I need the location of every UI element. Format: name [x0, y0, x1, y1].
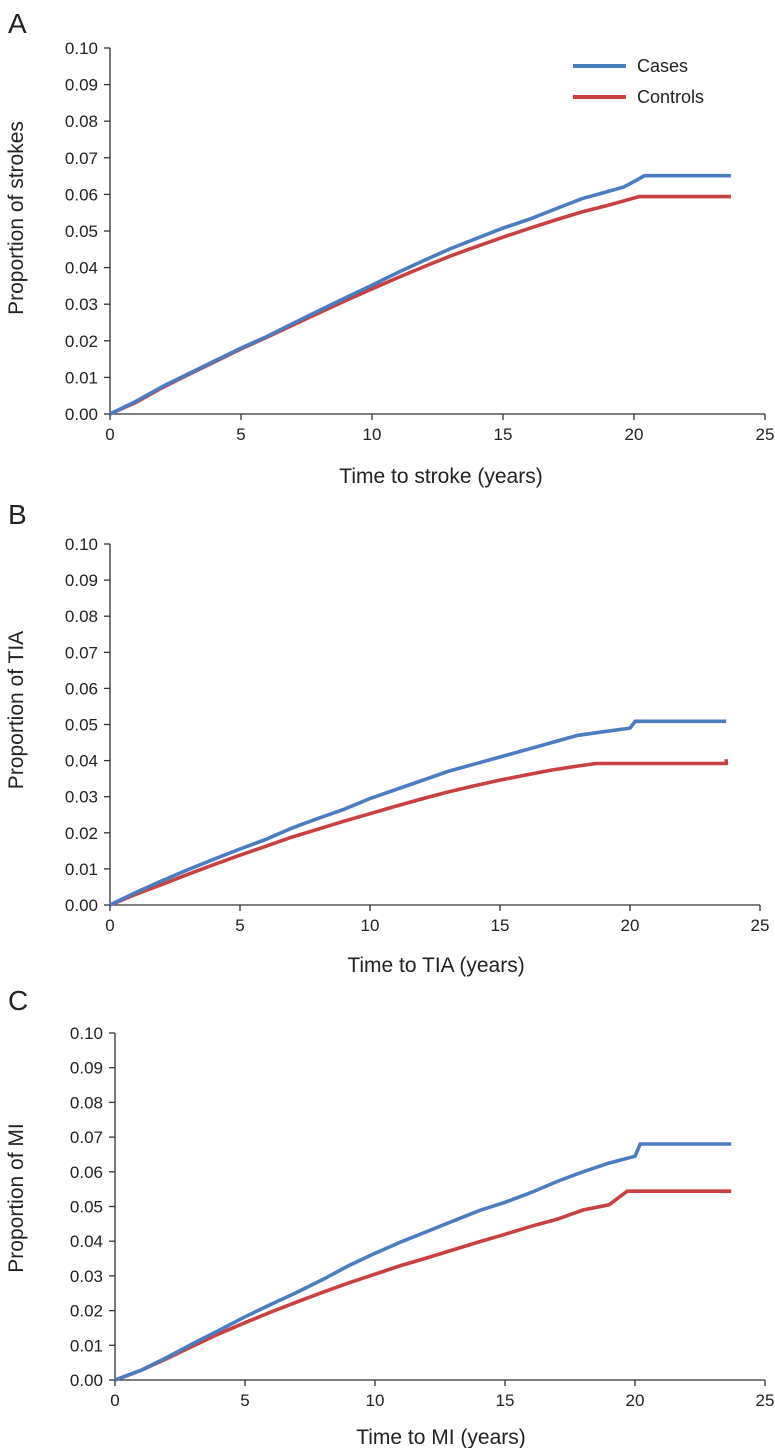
panel-b-x-tick-label: 10 [361, 916, 380, 935]
panel-c-x-tick-label: 10 [366, 1391, 385, 1410]
panel-a-x-tick-label: 0 [105, 425, 114, 444]
panel-c-x-tick-label: 25 [756, 1391, 775, 1410]
panel-b-x-tick-label: 15 [491, 916, 510, 935]
panel-b-y-tick-label: 0.07 [65, 643, 98, 662]
panel-c: C 0.000.010.020.030.040.050.060.070.080.… [5, 985, 774, 1448]
panel-c-y-tick-label: 0.03 [70, 1267, 103, 1286]
panel-b-y-tick-label: 0.10 [65, 535, 98, 554]
panel-c-y-tick-label: 0.06 [70, 1163, 103, 1182]
panel-a-y-tick-label: 0.05 [65, 222, 98, 241]
panel-c-y-tick-label: 0.02 [70, 1302, 103, 1321]
panel-b-x-axis-label: Time to TIA (years) [347, 954, 524, 977]
panel-a-y-tick-label: 0.06 [65, 185, 98, 204]
panel-c-y-tick-label: 0.04 [70, 1232, 103, 1251]
panel-b-y-tick-label: 0.02 [65, 824, 98, 843]
panel-c-series [114, 1142, 732, 1382]
panel-a-y-tick-label: 0.07 [65, 149, 98, 168]
panel-b-y-tick-label: 0.08 [65, 607, 98, 626]
panel-a-x-tick-label: 10 [363, 425, 382, 444]
panel-c-y-tick-label: 0.07 [70, 1128, 103, 1147]
legend-label-controls: Controls [637, 87, 704, 107]
panel-a-x-tick-label: 25 [756, 425, 775, 444]
legend: Cases Controls [573, 56, 704, 107]
panel-a-y-tick-label: 0.04 [65, 259, 98, 278]
panel-b-y-axis-label: Proportion of TIA [5, 631, 28, 789]
panel-b-y-tick-label: 0.00 [65, 896, 98, 915]
panel-a-y-axis-label: Proportion of strokes [5, 121, 28, 315]
panel-c-x-tick-label: 5 [240, 1391, 249, 1410]
panel-c-y-tick-label: 0.00 [70, 1371, 103, 1390]
panel-c-y-tick-label: 0.10 [70, 1024, 103, 1043]
panel-b-x-tick-label: 25 [751, 916, 770, 935]
panel-b-y-tick-label: 0.01 [65, 860, 98, 879]
panel-b-series [109, 719, 728, 907]
panel-a-series [109, 173, 731, 416]
panel-b-y-tick-label: 0.03 [65, 788, 98, 807]
panel-a-letter: A [8, 8, 27, 39]
panel-a-series-controls [109, 194, 731, 416]
panel-b-y-tick-label: 0.05 [65, 716, 98, 735]
panel-a-x-axis-label: Time to stroke (years) [339, 465, 542, 488]
panel-c-series-cases [114, 1142, 732, 1382]
panel-b-x-tick-label: 5 [235, 916, 244, 935]
panel-a-series-cases [109, 173, 731, 416]
legend-label-cases: Cases [637, 56, 688, 76]
panel-b-x-tick-label: 0 [105, 916, 114, 935]
panel-a: A 0.000.010.020.030.040.050.060.070.080.… [5, 8, 774, 488]
panel-a-y-tick-label: 0.09 [65, 76, 98, 95]
panel-b-axes: 0.00 0.01 0.02 0.03 0.04 0.05 0.06 0.07 0.08 0.09… [65, 535, 770, 935]
panel-a-y-tick-label: 0.00 [65, 405, 98, 424]
panel-c-series-controls [114, 1189, 732, 1382]
panel-a-y-tick-label: 0.01 [65, 368, 98, 387]
panel-a-y-tick-label: 0.08 [65, 112, 98, 131]
panel-b-x-tick-label: 20 [621, 916, 640, 935]
panel-b-y-tick-label: 0.04 [65, 752, 98, 771]
panel-c-letter: C [8, 985, 28, 1016]
panel-a-y-tick-label: 0.02 [65, 332, 98, 351]
panel-c-axes: 0.00 0.01 0.02 0.03 0.04 0.05 0.06 0.07 0.08 0.09… [70, 1024, 775, 1410]
panel-c-x-tick-label: 20 [626, 1391, 645, 1410]
panel-a-x-tick-label: 5 [236, 425, 245, 444]
panel-c-x-tick-label: 15 [496, 1391, 515, 1410]
panel-b-series-cases [109, 719, 727, 907]
panel-a-x-tick-label: 20 [625, 425, 644, 444]
panel-a-x-tick-label: 15 [494, 425, 513, 444]
panel-c-y-tick-label: 0.01 [70, 1336, 103, 1355]
panel-c-y-tick-label: 0.08 [70, 1093, 103, 1112]
panel-a-axes: 0.00 0.01 0.02 0.03 0.04 0.05 0.06 0.07 0.08 0.09… [65, 39, 775, 444]
panel-b-y-tick-label: 0.09 [65, 571, 98, 590]
panel-c-x-tick-label: 0 [110, 1391, 119, 1410]
panel-c-y-tick-label: 0.09 [70, 1059, 103, 1078]
panel-a-y-tick-label: 0.03 [65, 295, 98, 314]
panel-c-y-tick-label: 0.05 [70, 1198, 103, 1217]
panel-c-y-axis-label: Proportion of MI [5, 1123, 28, 1272]
panel-b-y-tick-label: 0.06 [65, 679, 98, 698]
panel-c-x-axis-label: Time to MI (years) [356, 1426, 526, 1448]
panel-b: B 0.000.010.020.030.040.050.060.070.080.… [5, 499, 769, 977]
panel-b-letter: B [8, 499, 27, 530]
panel-b-series-controls [109, 759, 728, 907]
panel-a-y-tick-label: 0.10 [65, 39, 98, 58]
